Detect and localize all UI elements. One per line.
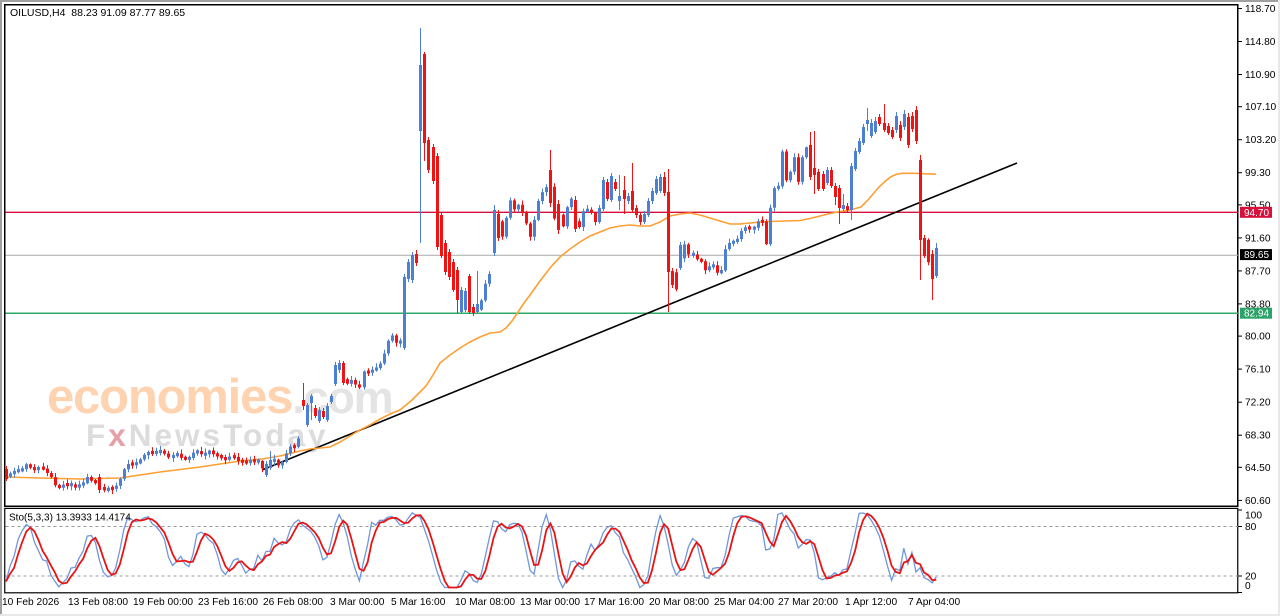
svg-text:80: 80: [1245, 522, 1257, 533]
svg-text:91.60: 91.60: [1245, 233, 1271, 244]
svg-text:13 Mar 00:00: 13 Mar 00:00: [520, 597, 580, 608]
svg-text:FxNewsToday: FxNewsToday: [86, 417, 329, 453]
svg-text:25 Mar 04:00: 25 Mar 04:00: [714, 597, 774, 608]
svg-text:118.70: 118.70: [1245, 4, 1276, 15]
svg-text:17 Mar 16:00: 17 Mar 16:00: [584, 597, 644, 608]
svg-text:60.60: 60.60: [1245, 496, 1271, 507]
svg-text:110.90: 110.90: [1245, 70, 1276, 81]
svg-text:107.10: 107.10: [1245, 102, 1276, 113]
svg-text:114.80: 114.80: [1245, 37, 1276, 48]
svg-text:80.00: 80.00: [1245, 332, 1271, 343]
svg-text:89.65: 89.65: [1244, 250, 1269, 261]
svg-text:94.70: 94.70: [1244, 208, 1269, 219]
svg-text:OILUSD,H4 88.23 91.09 87.77 8: OILUSD,H4 88.23 91.09 87.77 89.65: [10, 7, 185, 19]
svg-text:20: 20: [1245, 572, 1257, 583]
svg-text:27 Mar 20:00: 27 Mar 20:00: [778, 597, 838, 608]
svg-text:83.80: 83.80: [1245, 299, 1271, 310]
svg-text:87.70: 87.70: [1245, 266, 1271, 277]
svg-text:26 Feb 08:00: 26 Feb 08:00: [263, 597, 323, 608]
svg-text:3 Mar 00:00: 3 Mar 00:00: [330, 597, 385, 608]
svg-text:68.30: 68.30: [1245, 431, 1271, 442]
svg-text:1 Apr 12:00: 1 Apr 12:00: [845, 597, 897, 608]
svg-text:76.10: 76.10: [1245, 365, 1271, 376]
svg-text:23 Feb 16:00: 23 Feb 16:00: [198, 597, 258, 608]
svg-text:100: 100: [1245, 511, 1262, 522]
svg-text:0: 0: [1245, 581, 1251, 592]
svg-text:99.30: 99.30: [1245, 168, 1271, 179]
svg-text:7 Apr 04:00: 7 Apr 04:00: [908, 597, 960, 608]
svg-text:72.20: 72.20: [1245, 398, 1271, 409]
svg-text:13 Feb 08:00: 13 Feb 08:00: [68, 597, 128, 608]
svg-text:economies.com: economies.com: [47, 370, 392, 424]
svg-text:10 Feb 2026: 10 Feb 2026: [2, 597, 60, 608]
svg-text:Sto(5,3,3) 13.3933 14.4174: Sto(5,3,3) 13.3933 14.4174: [9, 513, 131, 524]
svg-text:64.50: 64.50: [1245, 463, 1271, 474]
svg-text:5 Mar 16:00: 5 Mar 16:00: [391, 597, 446, 608]
svg-text:19 Feb 00:00: 19 Feb 00:00: [133, 597, 193, 608]
svg-text:82.94: 82.94: [1244, 309, 1269, 320]
svg-text:20 Mar 08:00: 20 Mar 08:00: [649, 597, 709, 608]
svg-text:10 Mar 08:00: 10 Mar 08:00: [455, 597, 515, 608]
svg-text:95.50: 95.50: [1245, 200, 1271, 211]
svg-text:103.20: 103.20: [1245, 135, 1276, 146]
